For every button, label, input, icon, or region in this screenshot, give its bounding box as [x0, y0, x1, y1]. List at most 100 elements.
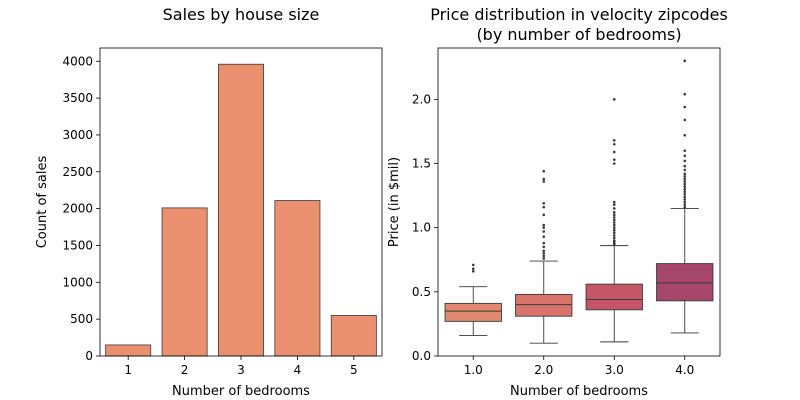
- bar-2: [161, 207, 208, 357]
- y-tick-label: 3500: [62, 91, 93, 105]
- bar-4: [274, 200, 321, 357]
- outlier-point: [612, 228, 616, 232]
- outlier-point: [683, 180, 687, 183]
- outlier-point: [612, 239, 616, 242]
- y-tick-label: 1500: [62, 238, 93, 252]
- outlier-point: [542, 180, 546, 183]
- outlier-point: [683, 195, 687, 199]
- outlier-point: [542, 245, 546, 249]
- outlier-point: [612, 162, 616, 165]
- bar-chart-xlabel: Number of bedrooms: [172, 384, 310, 399]
- box-chart-xlabel: Number of bedrooms: [510, 384, 648, 399]
- y-tick-label: 2.0: [412, 92, 431, 106]
- box-4.0: [656, 59, 714, 334]
- outlier-point: [683, 203, 687, 206]
- outlier-point: [683, 164, 687, 168]
- outlier-point: [683, 177, 687, 181]
- box-body: [656, 263, 714, 302]
- bar-chart: Sales by house size 0 500 1000 1500 2000 2500…: [35, 5, 383, 399]
- y-tick-label: 2000: [62, 202, 93, 216]
- box-chart-title: Price distribution in velocity zipcodes: [430, 5, 728, 24]
- outlier-point: [542, 252, 546, 255]
- y-tick-label: 0: [85, 349, 93, 363]
- outlier-point: [542, 235, 546, 238]
- outlier-point: [471, 267, 475, 271]
- bar-1: [105, 344, 152, 357]
- outlier-point: [612, 139, 616, 142]
- outlier-point: [542, 223, 546, 227]
- outlier-point: [612, 213, 616, 217]
- outlier-point: [612, 207, 616, 210]
- bar-chart-title: Sales by house size: [163, 5, 320, 24]
- outlier-point: [683, 175, 687, 178]
- outlier-point: [683, 190, 687, 194]
- outlier-point: [612, 200, 616, 204]
- outlier-point: [612, 234, 616, 237]
- outlier-point: [683, 154, 687, 158]
- y-axis-ticks: 0.0 0.5 1.0 1.5 2.0: [412, 92, 438, 363]
- outlier-point: [542, 257, 546, 260]
- outlier-point: [683, 205, 687, 209]
- outlier-point: [683, 149, 687, 152]
- outlier-point: [612, 158, 616, 161]
- outlier-point: [542, 169, 546, 173]
- box-body: [444, 302, 502, 322]
- outlier-point: [542, 177, 546, 181]
- outlier-point: [683, 172, 687, 176]
- outlier-point: [612, 221, 616, 224]
- box-chart-ylabel: Price (in $mil): [387, 157, 402, 247]
- outlier-point: [683, 92, 687, 96]
- outlier-point: [612, 203, 616, 206]
- x-tick-label: 1: [124, 363, 132, 377]
- bar-3: [218, 63, 264, 357]
- outlier-point: [612, 216, 616, 219]
- box-chart-subtitle: (by number of bedrooms): [476, 25, 681, 44]
- box-body: [515, 293, 573, 317]
- x-tick-label: 3: [237, 363, 245, 377]
- y-tick-label: 4000: [62, 54, 93, 68]
- x-tick-label: 2: [181, 363, 189, 377]
- outlier-point: [542, 213, 546, 217]
- outlier-point: [542, 230, 546, 233]
- outlier-point: [542, 241, 546, 245]
- outlier-point: [612, 226, 616, 229]
- outlier-point: [683, 185, 687, 188]
- x-tick-label: 4: [294, 363, 302, 377]
- outlier-point: [612, 150, 616, 154]
- y-axis-ticks: 0 500 1000 1500 2000 2500 3000 3500 4000: [62, 54, 100, 363]
- y-tick-label: 0.5: [412, 285, 431, 299]
- outlier-point: [542, 254, 546, 258]
- box-group: [444, 59, 714, 344]
- outlier-point: [612, 218, 616, 222]
- outlier-point: [612, 142, 616, 146]
- bar-group: [105, 63, 377, 357]
- bar-chart-ylabel: Count of sales: [35, 156, 50, 249]
- outlier-point: [542, 201, 546, 205]
- outlier-point: [542, 205, 546, 209]
- outlier-point: [683, 168, 687, 172]
- outlier-point: [612, 236, 616, 240]
- outlier-point: [683, 193, 687, 196]
- outlier-point: [542, 226, 546, 229]
- outlier-point: [683, 200, 687, 204]
- x-tick-label: 5: [350, 363, 358, 377]
- outlier-point: [683, 105, 687, 109]
- outlier-point: [683, 198, 687, 201]
- x-tick-label: 2.0: [534, 363, 553, 377]
- box-2.0: [515, 169, 573, 344]
- x-tick-label: 4.0: [675, 363, 694, 377]
- outlier-point: [612, 223, 616, 227]
- y-tick-label: 2500: [62, 165, 93, 179]
- y-tick-label: 1.0: [412, 221, 431, 235]
- x-tick-label: 3.0: [605, 363, 624, 377]
- y-tick-label: 1000: [62, 275, 93, 289]
- outlier-point: [612, 98, 616, 101]
- outlier-point: [683, 59, 687, 63]
- outlier-point: [471, 270, 475, 273]
- box-1.0: [444, 263, 502, 336]
- outlier-point: [612, 231, 616, 235]
- bar-chart-frame: [99, 47, 383, 357]
- outlier-point: [683, 187, 687, 191]
- y-tick-label: 1.5: [412, 157, 431, 171]
